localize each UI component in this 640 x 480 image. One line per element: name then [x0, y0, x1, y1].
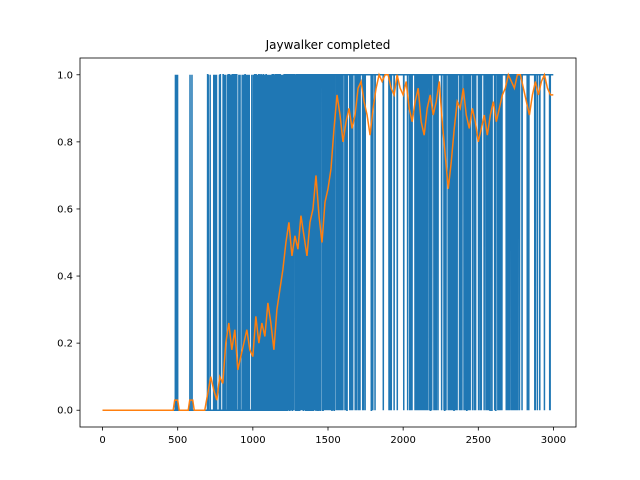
- y-tick-label: 0.6: [57, 204, 73, 215]
- x-tick-label: 1500: [315, 435, 340, 446]
- chart-title: Jaywalker completed: [265, 38, 391, 52]
- moving-average-series-line: [102, 72, 554, 411]
- y-tick-label: 0.2: [57, 339, 73, 350]
- x-tick-label: 0: [99, 435, 105, 446]
- y-tick-label: 0.0: [57, 406, 73, 417]
- x-tick-label: 3000: [541, 435, 566, 446]
- y-tick-label: 0.4: [57, 272, 73, 283]
- x-tick-label: 2000: [390, 435, 415, 446]
- x-tick-label: 1000: [240, 435, 265, 446]
- raw-outcome-series-line: [102, 74, 554, 411]
- plot-area: [102, 72, 554, 411]
- axes: 0 500 1000 1500 2000 2500 3000 0.0 0.2 0.4 0.6 0.8 1…: [57, 57, 577, 446]
- y-tick-label: 0.8: [57, 137, 73, 148]
- x-tick-label: 500: [168, 435, 187, 446]
- y-tick-label: 1.0: [57, 70, 73, 81]
- x-tick-label: 2500: [466, 435, 491, 446]
